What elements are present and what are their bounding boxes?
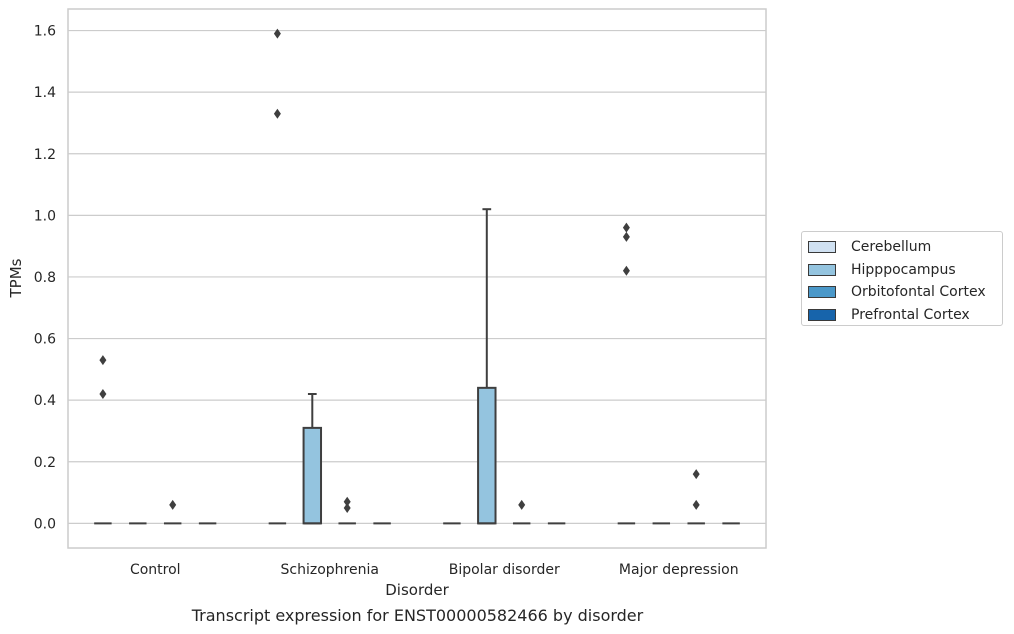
box-rect	[302, 426, 323, 525]
figure-caption: Transcript expression for ENST0000058246…	[191, 606, 644, 625]
legend-label-hippocampus: Hipppocampus	[851, 261, 956, 278]
legend: Cerebellum Hipppocampus Orbitofontal Cor…	[801, 231, 1003, 326]
legend-label-prefrontal-cortex: Prefrontal Cortex	[851, 306, 970, 323]
y-tick-label: 1.6	[34, 24, 56, 40]
legend-swatch-hippocampus	[808, 263, 836, 276]
y-axis-label: TPMs	[7, 258, 25, 298]
outlier-point	[622, 222, 630, 233]
x-tick-label: Bipolar disorder	[449, 562, 560, 578]
box-2-1	[338, 496, 356, 525]
box-2-2	[512, 499, 531, 525]
outlier-point	[692, 499, 700, 510]
legend-label-cerebellum: Cerebellum	[851, 239, 932, 256]
box-0-1	[268, 28, 287, 525]
outlier-point	[343, 502, 351, 513]
y-tick-label: 1.2	[34, 147, 56, 163]
outlier-point	[692, 469, 700, 480]
x-tick-label: Control	[130, 562, 181, 578]
outlier-point	[169, 499, 177, 510]
x-tick-label: Major depression	[619, 562, 739, 578]
outlier-point	[99, 355, 107, 366]
x-tick-label: Schizophrenia	[281, 562, 379, 578]
x-axis-label: Disorder	[385, 581, 449, 599]
y-tick-label: 1.4	[34, 85, 56, 101]
x-tick-labels: Control Schizophrenia Bipolar disorder Majo…	[130, 562, 739, 578]
outlier-point	[273, 108, 281, 119]
box-2-0	[163, 499, 182, 525]
y-tick-label: 1.0	[34, 208, 56, 224]
plot-frame	[67, 8, 767, 549]
y-tick-label: 0.4	[34, 393, 56, 409]
legend-swatch-orbitofrontal-cortex	[808, 286, 836, 299]
box-2-3	[687, 469, 705, 525]
outlier-point	[273, 28, 281, 39]
y-tick-label: 0.0	[34, 516, 56, 532]
legend-item-cerebellum[interactable]: Cerebellum	[808, 236, 1002, 259]
y-tick-label: 0.8	[34, 270, 56, 286]
outlier-point	[518, 499, 526, 510]
outlier-point	[99, 389, 107, 399]
outlier-point	[622, 231, 630, 242]
box-0-0	[94, 355, 112, 525]
legend-item-hippocampus[interactable]: Hipppocampus	[808, 259, 1002, 282]
outlier-point	[622, 265, 630, 276]
box-1-1	[302, 393, 323, 525]
legend-item-orbitofrontal-cortex[interactable]: Orbitofontal Cortex	[808, 281, 1002, 304]
y-tick-label: 0.2	[34, 455, 56, 471]
box-0-3	[617, 222, 636, 525]
y-tick-label: 0.6	[34, 332, 56, 348]
outlier-point	[343, 496, 351, 507]
grid-lines	[68, 29, 766, 524]
y-tick-labels: 0.0 0.2 0.4 0.6 0.8 1.0 1.2 1.4 1.6	[34, 24, 56, 533]
legend-swatch-cerebellum	[808, 241, 836, 254]
legend-swatch-prefrontal-cortex	[808, 308, 836, 321]
box-1-2	[477, 208, 497, 525]
plot-border	[67, 8, 767, 549]
legend-item-prefrontal-cortex[interactable]: Prefrontal Cortex	[808, 304, 1002, 327]
legend-label-orbitofrontal-cortex: Orbitofontal Cortex	[851, 284, 986, 301]
box-rect	[477, 386, 497, 525]
box-layer	[94, 28, 740, 525]
